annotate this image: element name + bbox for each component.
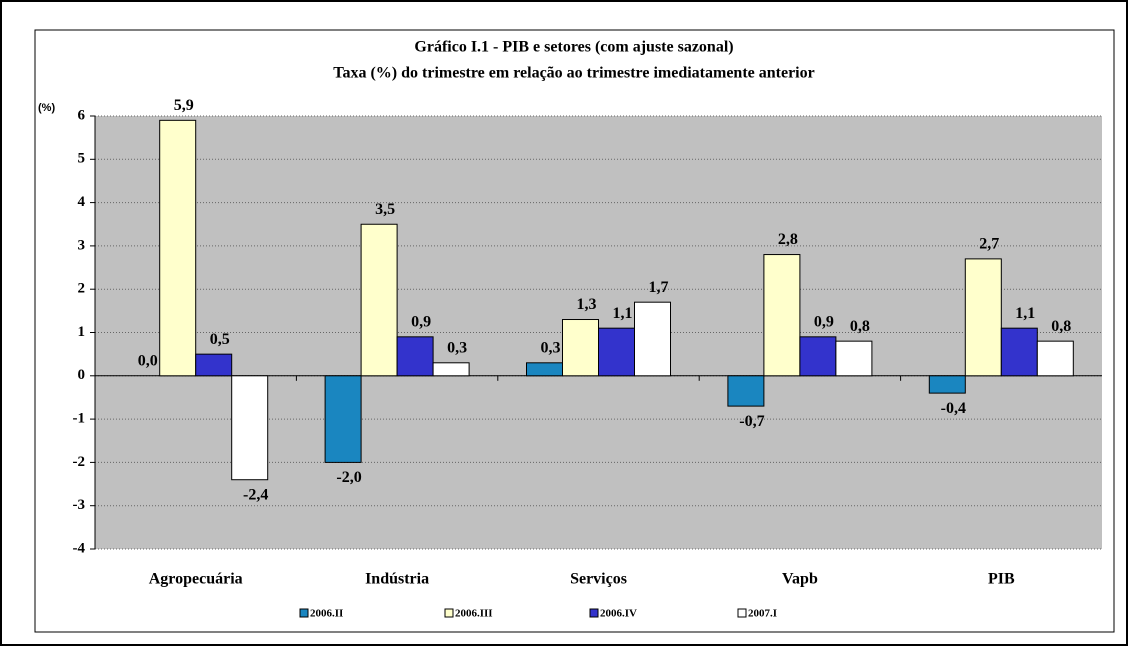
bar: [763, 254, 801, 377]
legend-swatch: [737, 608, 747, 618]
data-label: 3,5: [375, 201, 395, 218]
data-label: 1,1: [613, 305, 633, 322]
bar: [432, 362, 470, 377]
bar: [159, 119, 197, 377]
bar: [324, 375, 362, 463]
data-label: 0,0: [138, 352, 158, 369]
data-label: -2,0: [336, 469, 361, 486]
bar: [727, 375, 765, 407]
bar: [1000, 327, 1038, 377]
bar: [231, 375, 269, 481]
x-tick-label: Serviços: [570, 571, 627, 588]
y-tick-label: -3: [73, 497, 86, 513]
y-tick-label: 6: [78, 107, 86, 123]
y-tick-label: 4: [78, 194, 86, 210]
data-label: -2,4: [243, 486, 268, 503]
bar: [835, 340, 873, 377]
y-tick-label: 5: [78, 151, 86, 167]
y-tick-label: -1: [73, 411, 86, 427]
chart-title: Gráfico I.1 - PIB e setores (com ajuste …: [414, 39, 733, 56]
chart-subtitle: Taxa (%) do trimestre em relação ao trim…: [333, 65, 814, 82]
data-label: 2,7: [979, 236, 999, 253]
bar: [634, 301, 671, 377]
bar: [1036, 340, 1074, 377]
bar: [526, 362, 563, 377]
bar: [799, 336, 837, 377]
legend-swatch: [444, 608, 454, 618]
y-tick-label: 3: [78, 237, 86, 253]
y-tick-label: -4: [73, 540, 86, 556]
data-label: 0,3: [541, 339, 561, 356]
data-label: 0,9: [814, 314, 834, 331]
data-label: -0,7: [739, 413, 764, 430]
legend-swatch: [299, 608, 309, 618]
data-label: 1,3: [577, 296, 597, 313]
legend-label: 2007.I: [748, 608, 777, 620]
bar: [562, 319, 599, 377]
data-label: -0,4: [941, 400, 966, 417]
legend-swatch: [589, 608, 599, 618]
data-label: 1,1: [1015, 305, 1035, 322]
bar: [396, 336, 434, 377]
legend-label: 2006.III: [455, 608, 493, 620]
data-label: 2,8: [778, 231, 798, 248]
bar: [195, 353, 233, 377]
legend-label: 2006.IV: [600, 608, 637, 620]
y-tick-label: 0: [78, 367, 86, 383]
bar: [964, 258, 1002, 377]
legend-label: 2006.II: [310, 608, 343, 620]
bar: [928, 375, 966, 394]
data-label: 0,9: [411, 314, 431, 331]
data-label: 5,9: [174, 97, 194, 114]
y-tick-label: 1: [78, 324, 86, 340]
data-label: 0,5: [210, 331, 230, 348]
data-label: 1,7: [649, 279, 669, 296]
y-tick-label: -2: [73, 454, 86, 470]
y-axis-label: (%): [38, 102, 55, 114]
bar: [598, 327, 635, 377]
x-tick-label: Vapb: [782, 571, 818, 588]
data-label: 0,3: [447, 339, 467, 356]
x-tick-label: PIB: [988, 571, 1015, 588]
bar: [360, 223, 398, 377]
x-tick-label: Indústria: [365, 571, 429, 588]
x-tick-label: Agropecuária: [149, 571, 243, 588]
data-label: 0,8: [850, 318, 870, 335]
data-label: 0,8: [1051, 318, 1071, 335]
y-tick-label: 2: [78, 281, 86, 297]
